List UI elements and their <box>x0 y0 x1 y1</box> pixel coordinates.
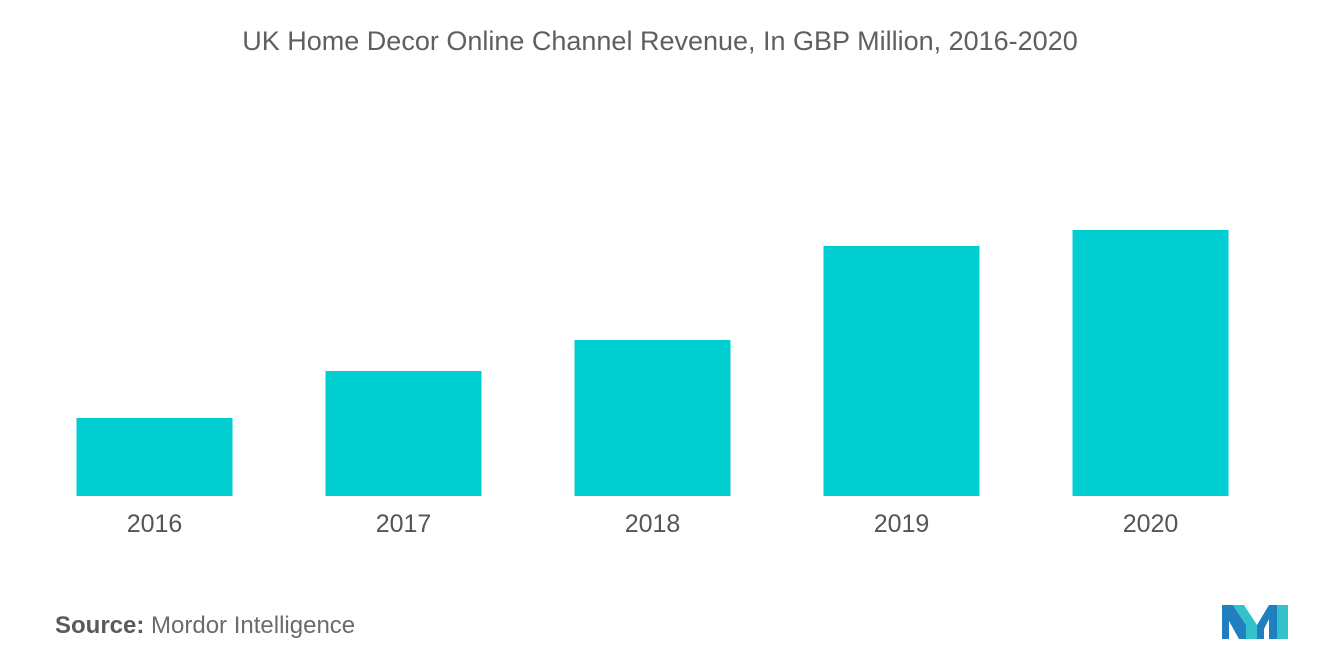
x-tick-label-2019: 2019 <box>874 510 930 538</box>
chart-title: UK Home Decor Online Channel Revenue, In… <box>242 26 1078 56</box>
x-tick-label-2020: 2020 <box>1123 510 1179 538</box>
mordor-intelligence-logo-icon <box>1222 605 1288 639</box>
x-tick-labels: 2016 2017 2018 2019 2020 <box>127 510 1179 538</box>
x-tick-label-2016: 2016 <box>127 510 183 538</box>
source-note: Source: Mordor Intelligence <box>55 612 355 640</box>
source-label: Source: <box>55 612 145 639</box>
x-tick-label-2017: 2017 <box>376 510 432 538</box>
source-text: Mordor Intelligence <box>151 612 356 639</box>
bar-2017 <box>325 371 482 496</box>
x-tick-label-2018: 2018 <box>625 510 681 538</box>
bars-group <box>76 230 1229 496</box>
bar-2020 <box>1072 230 1229 496</box>
bar-2018 <box>574 340 731 496</box>
bar-2019 <box>823 246 980 496</box>
bar-2016 <box>76 418 233 496</box>
